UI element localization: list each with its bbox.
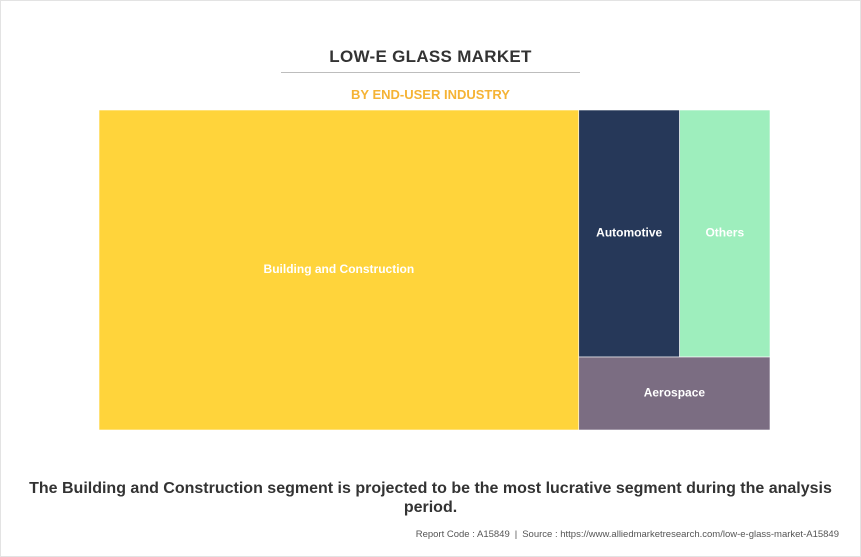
treemap-label-automotive: Automotive (596, 226, 662, 240)
title-divider (281, 72, 580, 73)
chart-title: LOW-E GLASS MARKET (329, 47, 532, 66)
source-link[interactable]: Source : https://www.alliedmarketresearc… (522, 529, 839, 540)
chart-caption: The Building and Construction segment is… (29, 480, 832, 516)
treemap-tile-others[interactable] (679, 109, 771, 358)
report-code: Report Code : A15849 (415, 529, 510, 540)
source-footer: Report Code : A15849 | Source : https://ww… (416, 529, 839, 540)
treemap-label-aerospace: Aerospace (644, 386, 706, 400)
treemap-tile-automotive[interactable] (578, 109, 680, 358)
treemap-label-others: Others (705, 226, 744, 240)
treemap-label-building-and-construction: Building and Construction (264, 262, 415, 276)
footer-separator: | (514, 529, 518, 540)
chart-subtitle: BY END-USER INDUSTRY (351, 87, 510, 102)
treemap-tile-aerospace[interactable] (578, 356, 771, 431)
treemap-tile-building-and-construction[interactable] (98, 109, 580, 431)
